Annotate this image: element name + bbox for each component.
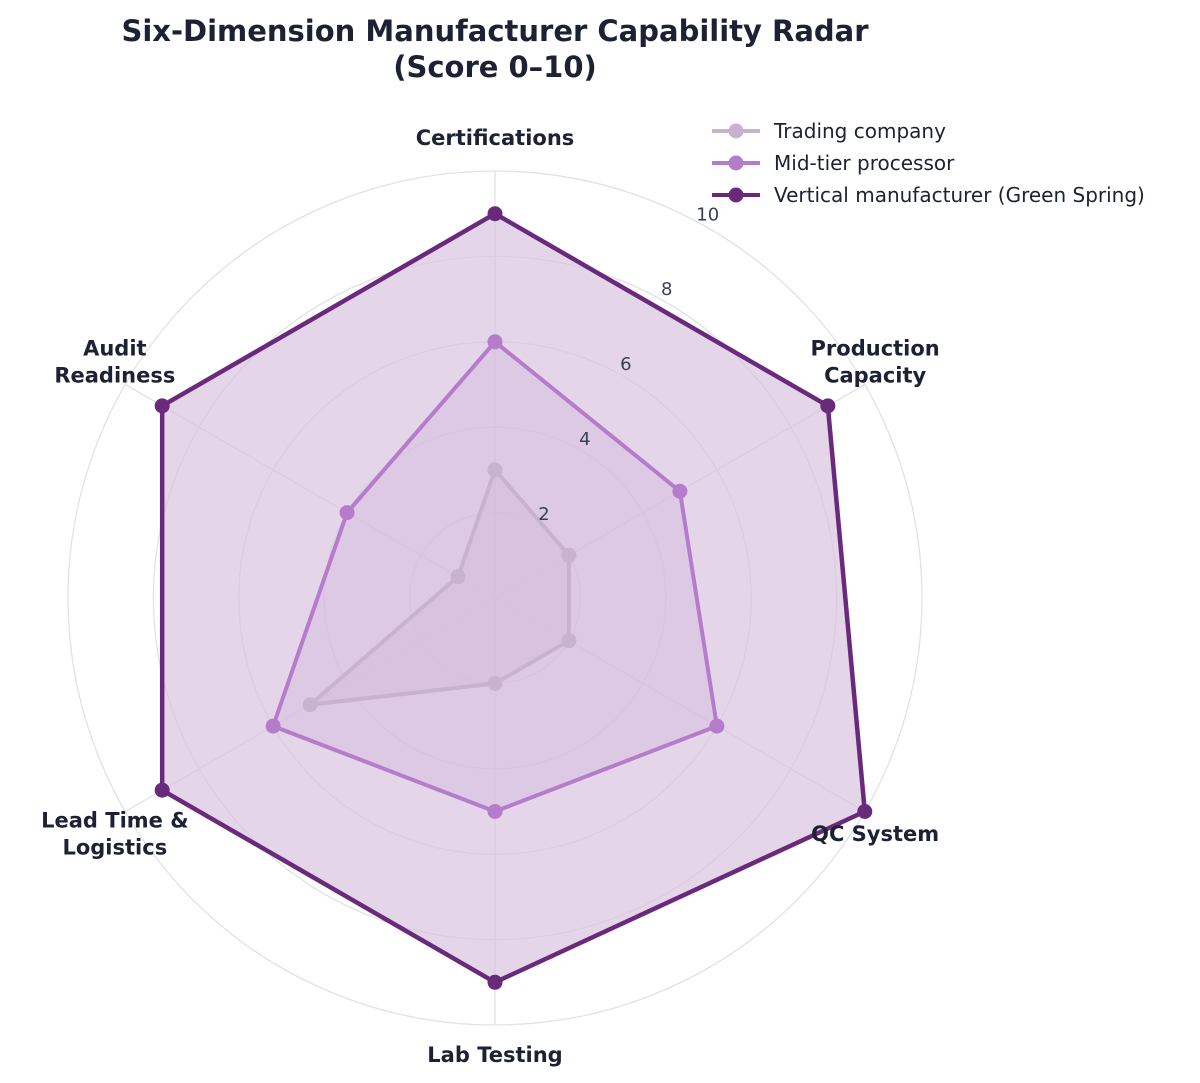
- legend-label-1: Mid-tier processor: [774, 151, 955, 175]
- series-1-point-4: [265, 718, 281, 734]
- series-0-point-5: [450, 569, 466, 585]
- series-0-point-2: [561, 633, 577, 649]
- axis-label-0: Certifications: [416, 126, 575, 150]
- series-0-point-0: [487, 462, 503, 478]
- legend-label-2: Vertical manufacturer (Green Spring): [774, 183, 1145, 207]
- radar-series: [154, 206, 873, 990]
- series-2-point-5: [154, 398, 170, 414]
- series-2-point-2: [857, 804, 873, 819]
- tick-label: 10: [696, 204, 719, 225]
- axis-label-2: QC System: [811, 822, 939, 846]
- series-area-2: [162, 213, 865, 983]
- legend-swatch-marker-2: [728, 187, 744, 203]
- axis-label-5: Audit Readiness: [54, 337, 175, 388]
- series-1-point-0: [487, 334, 503, 350]
- series-2-point-3: [487, 974, 503, 990]
- legend-swatch-marker-1: [728, 155, 744, 171]
- series-0-point-1: [561, 547, 577, 563]
- axis-label-4: Lead Time & Logistics: [41, 809, 188, 860]
- series-0-point-3: [487, 675, 503, 691]
- legend: Trading company Mid-tier processor Vertica…: [712, 119, 1145, 207]
- tick-label: 2: [538, 504, 549, 525]
- chart-title: Six-Dimension Manufacturer Capability Ra…: [121, 14, 869, 48]
- series-1-point-1: [672, 483, 688, 499]
- chart-subtitle: (Score 0–10): [393, 50, 597, 84]
- tick-label: 6: [620, 354, 631, 375]
- tick-label: 4: [579, 429, 590, 450]
- axis-labels: Certifications Production Capacity QC Syste…: [41, 126, 940, 1067]
- legend-label-0: Trading company: [773, 119, 946, 143]
- series-2-point-1: [820, 398, 836, 414]
- series-1-point-5: [339, 505, 355, 521]
- axis-label-3: Lab Testing: [427, 1043, 562, 1067]
- tick-label: 8: [661, 279, 672, 300]
- series-1-point-3: [487, 804, 503, 819]
- series-0-point-4: [302, 697, 318, 713]
- radial-tick-labels: 2 4 6 8 10: [538, 204, 719, 525]
- series-2-point-4: [154, 782, 170, 798]
- series-1-point-2: [709, 718, 725, 734]
- series-2-point-0: [487, 206, 503, 222]
- axis-label-1: Production Capacity: [811, 337, 940, 388]
- legend-swatch-marker-0: [728, 123, 744, 139]
